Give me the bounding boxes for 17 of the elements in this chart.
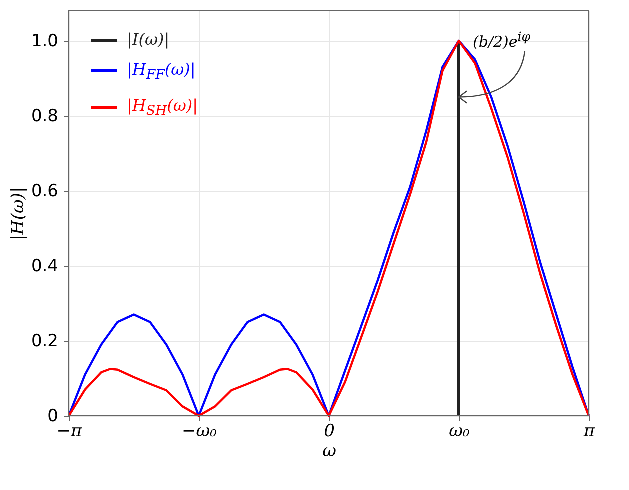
y-tick-label: 0.8 [31,106,58,126]
y-tick-label: 0.6 [31,182,58,202]
x-axis-title: ω [322,442,337,462]
y-tick-label: 0.2 [31,332,58,352]
x-tick-label: 0 [324,422,336,442]
x-tick-label: −ω₀ [182,422,218,442]
legend-label: |I(ω)| [126,29,171,51]
y-tick-label: 1.0 [31,32,58,52]
y-axis-title: |H(ω)| [8,187,28,241]
legend-label: |H$_{SH}$(ω)| [126,95,198,122]
y-tick-label: 0.4 [31,256,58,276]
annotation: (b/2)e$^{iφ}$ [473,29,531,52]
x-tick-label: π [582,422,596,442]
x-tick-label: ω₀ [449,422,470,442]
x-tick-label: −π [56,422,84,442]
y-tick-label: 0 [48,406,58,426]
legend-label: |H$_{FF}$(ω)| [126,59,197,86]
